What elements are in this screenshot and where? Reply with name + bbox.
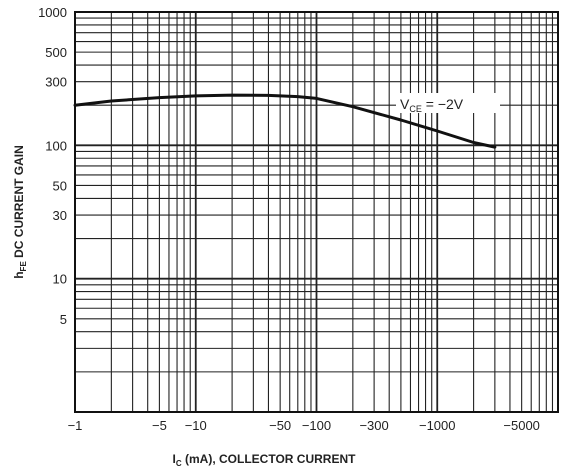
y-tick-label: 500 [45, 45, 67, 60]
x-tick-label: −50 [269, 418, 291, 433]
y-tick-label: 50 [53, 178, 67, 193]
plot-frame [74, 11, 559, 413]
x-tick-label: −5000 [503, 418, 540, 433]
y-tick-label: 10 [53, 272, 67, 287]
x-tick-label: −1000 [419, 418, 456, 433]
y-tick-label: 1000 [38, 5, 67, 20]
x-tick-label: −300 [359, 418, 388, 433]
x-tick-labels: −1 −5 −10 −50 −100 −300 −1000 −5000 [68, 418, 540, 433]
y-tick-labels: 1000 500 300 100 50 30 10 5 [38, 5, 67, 327]
x-tick-label: −1 [68, 418, 83, 433]
x-axis-label: IC (mA), COLLECTOR CURRENT [173, 452, 357, 468]
y-tick-label: 30 [53, 208, 67, 223]
annotation-group: VCE = −2V [396, 93, 500, 114]
y-tick-label: 100 [45, 138, 67, 153]
y-tick-label: 5 [60, 312, 67, 327]
annotation-background [396, 93, 500, 113]
x-tick-label: −5 [152, 418, 167, 433]
x-tick-label: −10 [185, 418, 207, 433]
y-axis-label: hFE DC CURRENT GAIN [12, 145, 28, 279]
series-group [73, 93, 497, 149]
series-annotation: VCE = −2V [400, 96, 464, 114]
x-tick-label: −100 [302, 418, 331, 433]
series-line [73, 93, 497, 149]
y-tick-label: 300 [45, 75, 67, 90]
grid [74, 12, 558, 413]
